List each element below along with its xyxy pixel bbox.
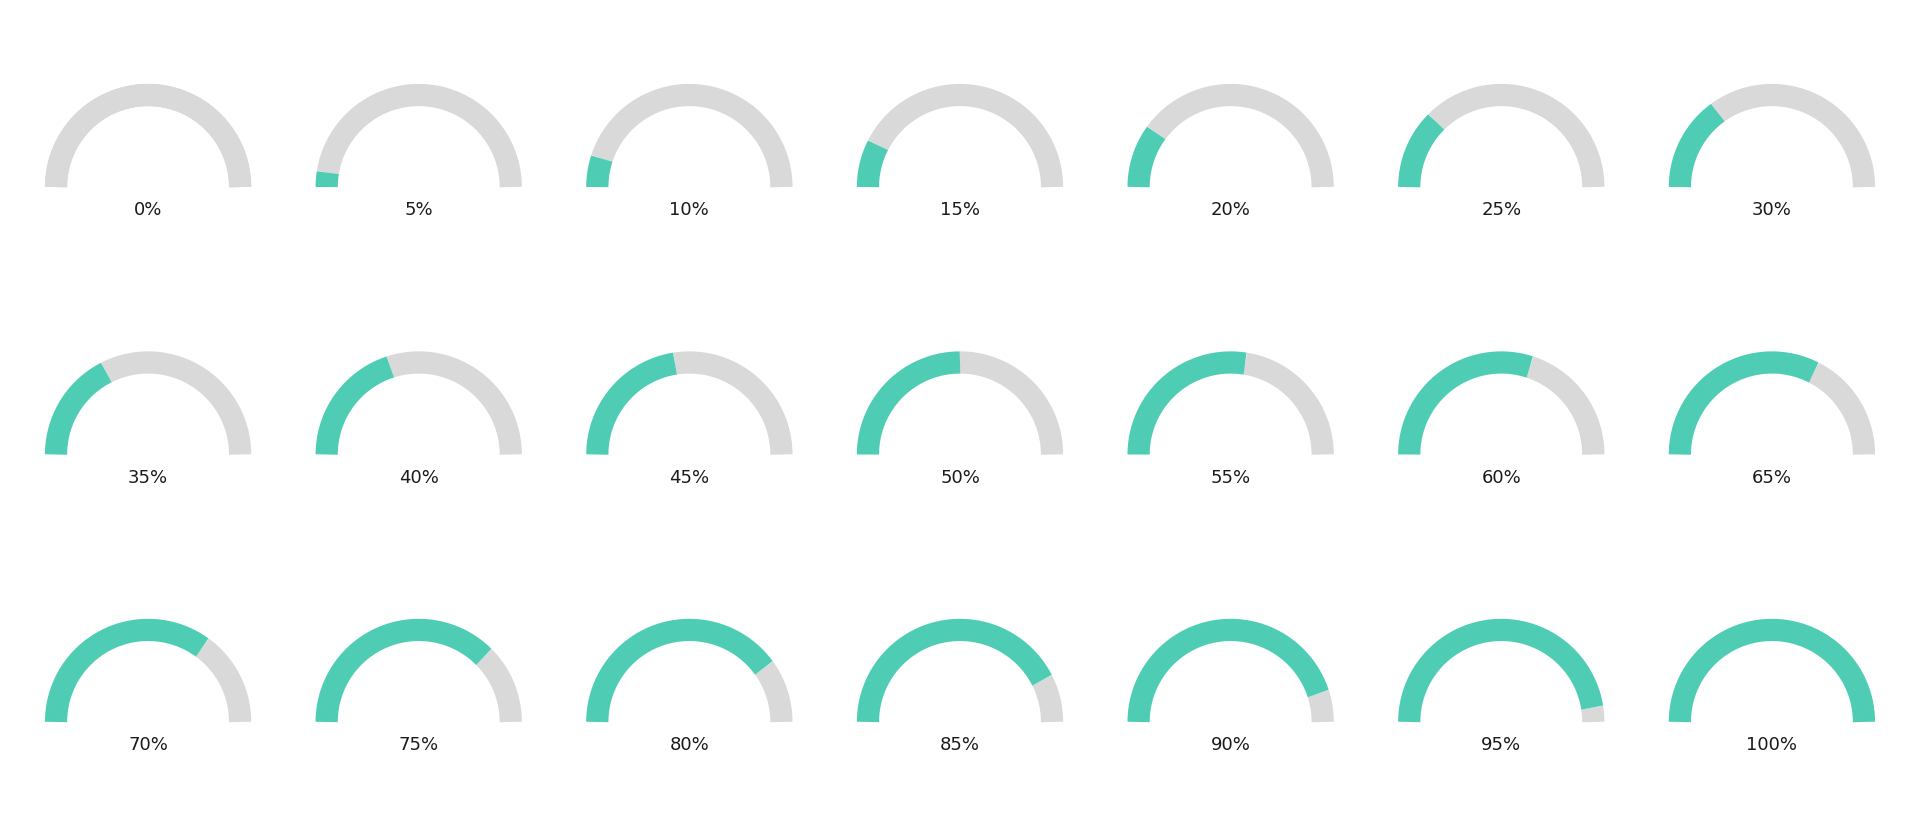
Text: 90%: 90% [1212,736,1250,754]
Text: 95%: 95% [1480,736,1521,754]
Text: 100%: 100% [1747,736,1797,754]
Text: 45%: 45% [670,469,708,486]
Text: 5%: 5% [405,201,434,219]
Text: 35%: 35% [129,469,169,486]
Text: 10%: 10% [670,201,708,219]
Text: 15%: 15% [941,201,979,219]
Text: 75%: 75% [399,736,440,754]
Text: 85%: 85% [941,736,979,754]
Text: 80%: 80% [670,736,708,754]
Text: 20%: 20% [1212,201,1250,219]
Text: 25%: 25% [1480,201,1521,219]
Text: 30%: 30% [1751,201,1791,219]
Text: 0%: 0% [134,201,163,219]
Text: 65%: 65% [1751,469,1791,486]
Text: 55%: 55% [1212,469,1250,486]
Text: 70%: 70% [129,736,169,754]
Text: 60%: 60% [1482,469,1521,486]
Text: 50%: 50% [941,469,979,486]
Text: 40%: 40% [399,469,438,486]
